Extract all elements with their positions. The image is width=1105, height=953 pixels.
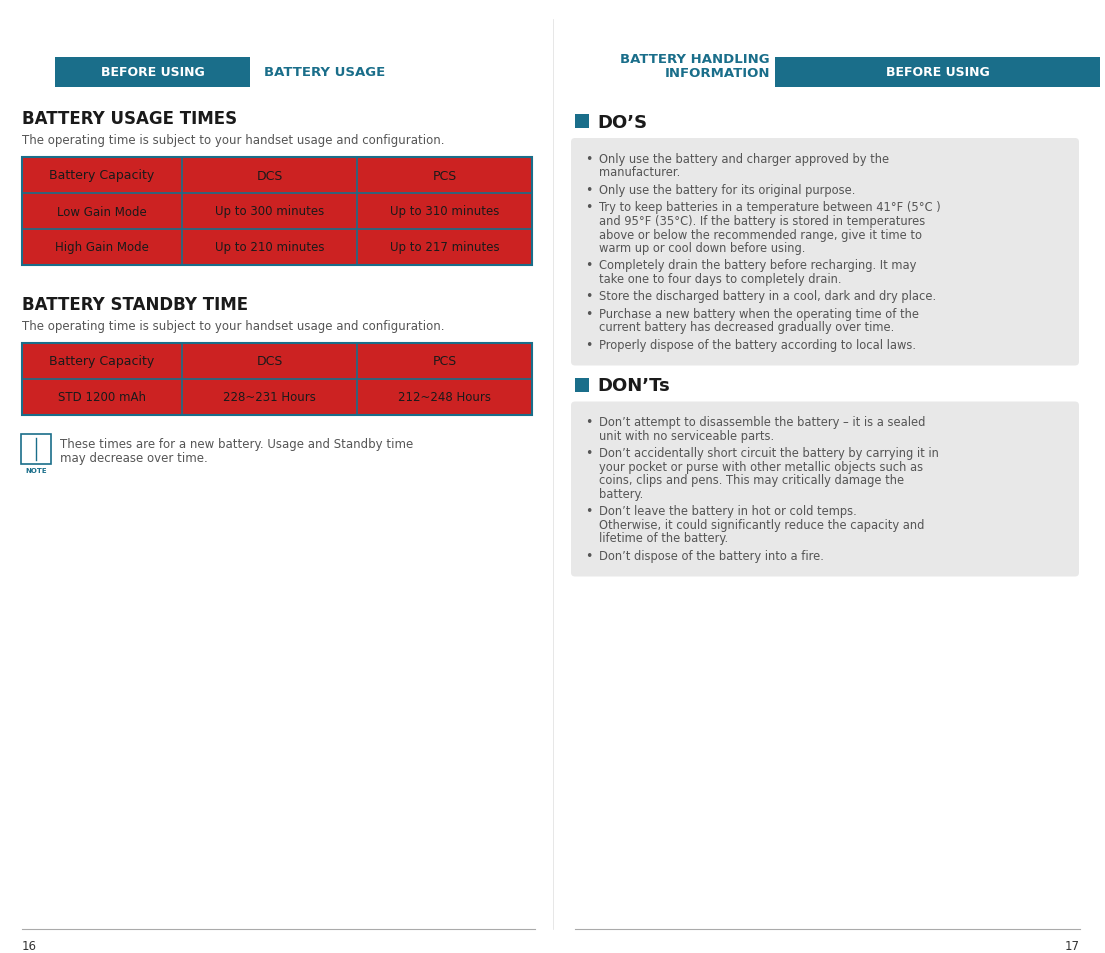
Text: above or below the recommended range, give it time to: above or below the recommended range, gi… bbox=[599, 229, 922, 241]
Text: PCS: PCS bbox=[432, 355, 456, 368]
Text: NOTE: NOTE bbox=[25, 468, 46, 474]
Text: PCS: PCS bbox=[432, 170, 456, 182]
Text: Battery Capacity: Battery Capacity bbox=[50, 355, 155, 368]
Text: Don’t leave the battery in hot or cold temps.: Don’t leave the battery in hot or cold t… bbox=[599, 505, 856, 518]
Text: Store the discharged battery in a cool, dark and dry place.: Store the discharged battery in a cool, … bbox=[599, 291, 936, 303]
Text: Up to 310 minutes: Up to 310 minutes bbox=[390, 205, 499, 218]
Text: •: • bbox=[586, 184, 592, 196]
Text: Only use the battery for its original purpose.: Only use the battery for its original pu… bbox=[599, 184, 855, 196]
FancyBboxPatch shape bbox=[22, 230, 532, 266]
Text: BATTERY USAGE: BATTERY USAGE bbox=[264, 67, 386, 79]
Text: INFORMATION: INFORMATION bbox=[664, 67, 770, 80]
Text: take one to four days to completely drain.: take one to four days to completely drai… bbox=[599, 273, 842, 286]
Text: may decrease over time.: may decrease over time. bbox=[60, 452, 208, 464]
Text: 17: 17 bbox=[1065, 939, 1080, 952]
FancyBboxPatch shape bbox=[22, 193, 532, 230]
Text: •: • bbox=[586, 338, 592, 352]
FancyBboxPatch shape bbox=[575, 115, 589, 129]
Text: •: • bbox=[586, 152, 592, 166]
Text: BATTERY STANDBY TIME: BATTERY STANDBY TIME bbox=[22, 295, 249, 314]
Text: BATTERY HANDLING: BATTERY HANDLING bbox=[620, 53, 770, 66]
Text: High Gain Mode: High Gain Mode bbox=[55, 241, 149, 254]
FancyBboxPatch shape bbox=[571, 402, 1078, 577]
Text: 228~231 Hours: 228~231 Hours bbox=[223, 391, 316, 404]
Text: Otherwise, it could significantly reduce the capacity and: Otherwise, it could significantly reduce… bbox=[599, 518, 925, 532]
Text: •: • bbox=[586, 447, 592, 460]
Text: coins, clips and pens. This may critically damage the: coins, clips and pens. This may critical… bbox=[599, 474, 904, 487]
Text: •: • bbox=[586, 201, 592, 214]
Text: These times are for a new battery. Usage and Standby time: These times are for a new battery. Usage… bbox=[60, 437, 413, 451]
Text: Up to 300 minutes: Up to 300 minutes bbox=[214, 205, 324, 218]
Text: STD 1200 mAh: STD 1200 mAh bbox=[57, 391, 146, 404]
Text: Purchase a new battery when the operating time of the: Purchase a new battery when the operatin… bbox=[599, 308, 919, 320]
Text: BATTERY USAGE TIMES: BATTERY USAGE TIMES bbox=[22, 110, 238, 128]
Text: •: • bbox=[586, 416, 592, 429]
Text: Battery Capacity: Battery Capacity bbox=[50, 170, 155, 182]
Text: Up to 210 minutes: Up to 210 minutes bbox=[214, 241, 324, 254]
Text: 16: 16 bbox=[22, 939, 36, 952]
Text: •: • bbox=[586, 550, 592, 562]
Text: DCS: DCS bbox=[256, 355, 283, 368]
Text: Properly dispose of the battery according to local laws.: Properly dispose of the battery accordin… bbox=[599, 338, 916, 352]
Text: •: • bbox=[586, 308, 592, 320]
FancyBboxPatch shape bbox=[22, 379, 532, 416]
Text: BEFORE USING: BEFORE USING bbox=[101, 67, 204, 79]
Text: Don’t dispose of the battery into a fire.: Don’t dispose of the battery into a fire… bbox=[599, 550, 824, 562]
FancyBboxPatch shape bbox=[575, 378, 589, 392]
Text: manufacturer.: manufacturer. bbox=[599, 167, 681, 179]
Text: Don’t accidentally short circuit the battery by carrying it in: Don’t accidentally short circuit the bat… bbox=[599, 447, 939, 460]
Text: Completely drain the battery before recharging. It may: Completely drain the battery before rech… bbox=[599, 259, 916, 273]
FancyBboxPatch shape bbox=[22, 158, 532, 193]
Text: BEFORE USING: BEFORE USING bbox=[885, 67, 989, 79]
Text: lifetime of the battery.: lifetime of the battery. bbox=[599, 532, 728, 545]
Text: DO’S: DO’S bbox=[597, 113, 648, 132]
Text: •: • bbox=[586, 505, 592, 518]
Text: current battery has decreased gradually over time.: current battery has decreased gradually … bbox=[599, 321, 894, 335]
Text: 212~248 Hours: 212~248 Hours bbox=[398, 391, 491, 404]
FancyBboxPatch shape bbox=[775, 58, 1099, 88]
Text: The operating time is subject to your handset usage and configuration.: The operating time is subject to your ha… bbox=[22, 133, 444, 147]
Text: battery.: battery. bbox=[599, 488, 643, 500]
Text: unit with no serviceable parts.: unit with no serviceable parts. bbox=[599, 430, 775, 442]
Text: The operating time is subject to your handset usage and configuration.: The operating time is subject to your ha… bbox=[22, 319, 444, 333]
Text: Only use the battery and charger approved by the: Only use the battery and charger approve… bbox=[599, 152, 890, 166]
Text: Don’t attempt to disassemble the battery – it is a sealed: Don’t attempt to disassemble the battery… bbox=[599, 416, 925, 429]
Text: Up to 217 minutes: Up to 217 minutes bbox=[390, 241, 499, 254]
Text: •: • bbox=[586, 291, 592, 303]
FancyBboxPatch shape bbox=[55, 58, 250, 88]
Text: and 95°F (35°C). If the battery is stored in temperatures: and 95°F (35°C). If the battery is store… bbox=[599, 214, 925, 228]
Text: •: • bbox=[586, 259, 592, 273]
Text: DON’Ts: DON’Ts bbox=[597, 377, 670, 395]
Text: DCS: DCS bbox=[256, 170, 283, 182]
FancyBboxPatch shape bbox=[571, 139, 1078, 366]
Text: your pocket or purse with other metallic objects such as: your pocket or purse with other metallic… bbox=[599, 460, 923, 474]
FancyBboxPatch shape bbox=[22, 344, 532, 379]
Text: warm up or cool down before using.: warm up or cool down before using. bbox=[599, 242, 806, 254]
Text: Try to keep batteries in a temperature between 41°F (5°C ): Try to keep batteries in a temperature b… bbox=[599, 201, 940, 214]
Text: Low Gain Mode: Low Gain Mode bbox=[57, 205, 147, 218]
